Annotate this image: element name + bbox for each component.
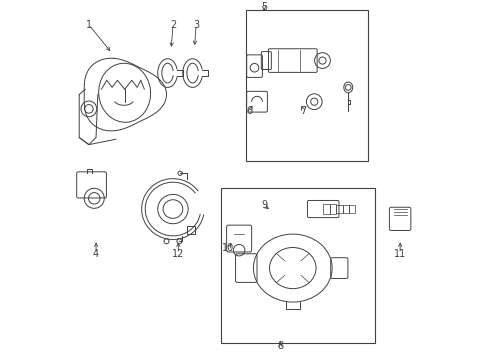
Text: 9: 9 [261,201,267,211]
Bar [329,204,335,214]
Bar [187,226,195,234]
Bar [342,205,348,213]
Text: 7: 7 [300,105,306,116]
Bar [348,206,355,213]
Text: 2: 2 [169,20,176,30]
Bar [323,204,329,214]
Text: 11: 11 [393,249,406,259]
Bar [221,188,374,343]
Text: 12: 12 [172,249,184,259]
Text: 10: 10 [222,243,234,253]
Text: 8: 8 [277,341,283,351]
Text: 1: 1 [85,20,92,30]
Text: 4: 4 [93,249,99,259]
Text: 5: 5 [261,2,267,12]
Text: 6: 6 [246,105,252,116]
Bar [335,205,342,213]
Bar [246,10,367,161]
Text: 3: 3 [193,20,199,30]
